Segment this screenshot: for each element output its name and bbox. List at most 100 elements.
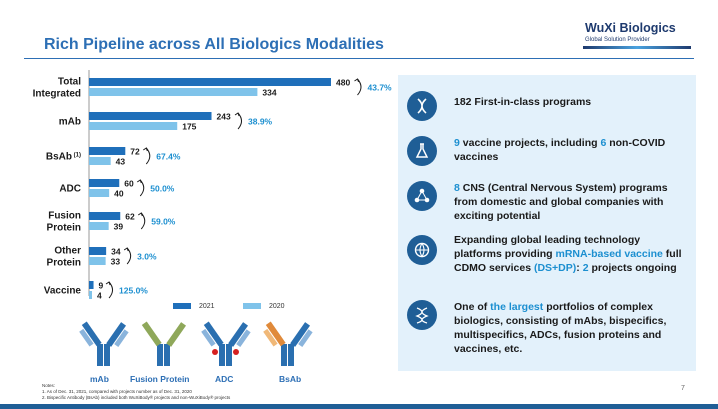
logo-swoosh (583, 46, 691, 49)
highlight-emphasis: 9 (454, 137, 460, 149)
flask-icon (407, 136, 437, 166)
modality-label-bsab: BsAb (279, 374, 302, 384)
value-label-2020: 334 (262, 88, 276, 98)
bar-2020 (89, 157, 111, 165)
value-label-2021: 480 (336, 78, 350, 88)
notes-heading: Notes: (42, 383, 56, 388)
growth-arrow-head (143, 147, 148, 152)
highlight-emphasis: the largest (490, 301, 544, 313)
highlight-text: 8 CNS (Central Nervous System) programs … (454, 181, 686, 223)
highlight-segment: One of (454, 301, 491, 313)
bsab-icon (263, 321, 313, 366)
highlight-text: Expanding global leading technology plat… (454, 233, 686, 275)
note-line-1: 1. As of Dec. 31, 2021, compared with pr… (42, 389, 192, 394)
growth-arrow (108, 281, 114, 299)
growth-label: 3.0% (137, 252, 157, 262)
highlight-segment: : (576, 262, 583, 274)
value-label-2021: 243 (217, 112, 231, 122)
molecule-icon (407, 181, 437, 211)
value-label-2020: 43 (116, 157, 126, 167)
modality-label-fusion-protein: Fusion Protein (130, 374, 190, 384)
bar-2021 (89, 147, 126, 155)
bar-2020 (89, 257, 106, 265)
highlight-emphasis: 6 (600, 137, 607, 149)
growth-arrow (357, 78, 362, 96)
bar-2021 (89, 281, 94, 289)
value-label-2021: 72 (130, 147, 140, 157)
growth-arrow-head (105, 281, 111, 286)
growth-label: 38.9% (248, 117, 273, 127)
value-label-2020: 4 (97, 291, 102, 301)
growth-arrow (126, 247, 132, 265)
logo-tagline: Global Solution Provider (585, 37, 650, 43)
value-label-2021: 34 (111, 247, 121, 257)
highlight-segment: full CDMO services (454, 248, 682, 274)
category-label: ADC (59, 184, 81, 195)
adc-icon (201, 321, 251, 366)
legend-swatch-2020 (243, 303, 261, 310)
growth-arrow (145, 147, 151, 165)
growth-arrow (139, 179, 145, 197)
page-title: Rich Pipeline across All Biologics Modal… (44, 36, 384, 53)
logo-brand: WuXi Biologics (585, 21, 676, 35)
helix-icon (407, 300, 437, 330)
category-label: BsAb (1) (46, 152, 81, 163)
highlight-segment: Expanding global leading technology plat… (454, 234, 641, 260)
value-label-2020: 39 (114, 222, 124, 232)
highlight-emphasis: mRNA-based vaccine (555, 248, 663, 260)
highlight-text: 9 vaccine projects, including 6 non-COVI… (454, 136, 686, 164)
globe-icon (407, 235, 437, 265)
highlight-segment: CNS (Central Nervous System) programs fr… (454, 182, 668, 222)
bar-2020 (89, 189, 110, 197)
dna-icon (407, 91, 437, 121)
growth-label: 59.0% (151, 217, 176, 227)
modality-icons (79, 321, 313, 366)
growth-arrow (237, 112, 243, 130)
note-line-2: 2. Bispecific Antibody (BsAb) included b… (42, 395, 231, 400)
growth-arrow-head (137, 212, 143, 217)
bar-2021 (89, 78, 331, 86)
category-label: Other Protein (47, 246, 82, 269)
highlight-text: 182 First-in-class programs (454, 95, 686, 109)
growth-label: 125.0% (119, 286, 148, 296)
growth-label: 43.7% (368, 83, 393, 93)
highlight-segment: vaccine projects, including (459, 137, 601, 149)
highlight-emphasis: 8 (454, 182, 460, 194)
fusion-protein-icon (141, 321, 187, 366)
value-label-2020: 40 (114, 189, 124, 199)
footnotes: Notes: 1. As of Dec. 31, 2021, compared … (42, 383, 230, 401)
bottom-bar (0, 404, 718, 409)
highlight-text: One of the largest portfolios of complex… (454, 300, 686, 356)
value-label-2020: 33 (111, 257, 121, 267)
bar-2021 (89, 212, 121, 220)
legend-label-2020: 2020 (269, 303, 285, 310)
highlight-segment: non-COVID vaccines (454, 137, 666, 163)
bar-2020 (89, 291, 92, 299)
modality-label-adc: ADC (215, 374, 234, 384)
growth-arrow-head (123, 247, 129, 252)
category-label: Vaccine (44, 286, 82, 297)
highlight-emphasis: (DS+DP) (533, 262, 577, 274)
value-label-2021: 9 (99, 281, 104, 291)
value-label-2020: 175 (182, 122, 196, 132)
legend-2020: 2020 (243, 303, 285, 310)
bar-2021 (89, 112, 212, 120)
value-label-2021: 62 (125, 212, 135, 222)
category-label: Total Integrated (33, 77, 82, 100)
highlights-panel (398, 75, 696, 371)
wuxi-logo: WuXi Biologics Global Solution Provider (583, 20, 693, 50)
category-label: Fusion Protein (47, 211, 81, 234)
bar-2021 (89, 179, 120, 187)
legend-label-2021: 2021 (199, 303, 215, 310)
highlight-segment: 182 First-in-class programs (454, 96, 592, 108)
mab-antibody-icon (79, 321, 129, 366)
growth-arrow (140, 212, 146, 230)
growth-arrow-head (234, 112, 240, 117)
legend-swatch-2021 (173, 303, 191, 310)
highlight-segment: portfolios of complex biologics, consist… (454, 301, 667, 355)
highlight-emphasis: 2 (582, 262, 589, 274)
bar-2021 (89, 247, 107, 255)
page-number: 7 (681, 385, 685, 392)
growth-label: 50.0% (150, 184, 175, 194)
